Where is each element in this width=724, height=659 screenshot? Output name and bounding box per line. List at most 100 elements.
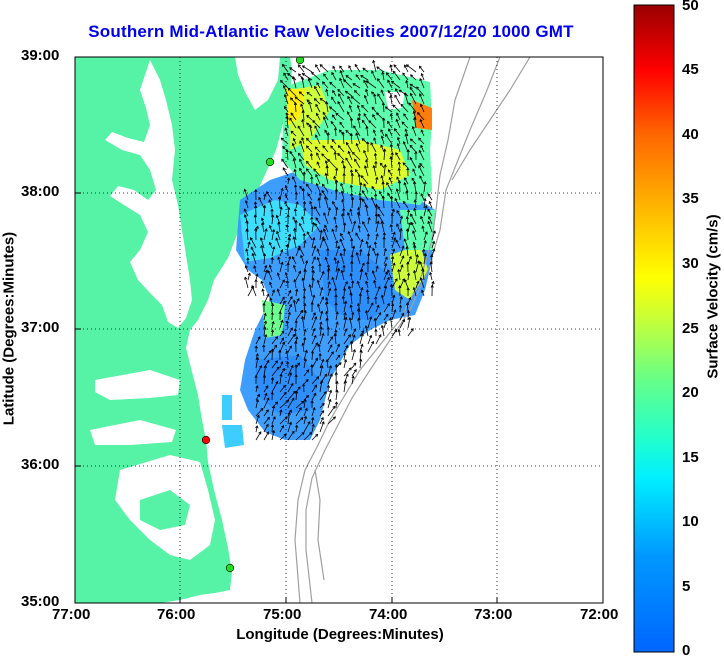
velocity-arrow (395, 239, 401, 249)
velocity-arrow (372, 114, 377, 121)
velocity-arrow (309, 124, 313, 137)
velocity-arrow-head (306, 137, 310, 141)
velocity-arrow (323, 73, 329, 81)
velocity-arrow (341, 213, 345, 225)
velocity-arrow (299, 140, 305, 153)
velocity-arrow-head (315, 173, 319, 178)
velocity-arrow-head (419, 162, 423, 167)
velocity-arrow-head (378, 312, 382, 316)
velocity-arrow (394, 198, 401, 209)
velocity-arrow-head (313, 245, 317, 249)
velocity-arrow-head (288, 255, 292, 260)
velocity-arrow-head (282, 146, 286, 150)
velocity-arrow-head (255, 225, 259, 229)
velocity-arrow (343, 301, 347, 313)
velocity-arrow (294, 96, 305, 105)
velocity-arrow (339, 78, 345, 89)
velocity-arrow-head (263, 364, 267, 369)
velocity-arrow-head (333, 216, 337, 220)
velocity-arrow-head (419, 118, 423, 123)
velocity-arrow (263, 194, 266, 201)
velocity-arrow (306, 115, 313, 121)
velocity-arrow-head (374, 160, 378, 164)
velocity-arrow-head (340, 269, 344, 273)
velocity-arrow-head (398, 304, 402, 308)
velocity-arrow-head (265, 385, 269, 389)
velocity-arrow-head (390, 195, 394, 199)
velocity-arrow-head (290, 364, 294, 368)
velocity-arrow-head (301, 431, 305, 436)
velocity-arrow-head (279, 409, 283, 413)
velocity-arrow-head (328, 398, 332, 403)
velocity-arrow-head (393, 236, 397, 241)
velocity-arrow (390, 64, 393, 73)
x-tick-label: 75:00 (263, 606, 302, 623)
velocity-arrow-head (278, 349, 282, 353)
velocity-arrow-head (408, 255, 412, 260)
velocity-arrow (386, 72, 393, 81)
velocity-arrow (391, 329, 398, 337)
velocity-arrow-head (331, 276, 335, 280)
velocity-arrow (327, 416, 336, 425)
velocity-arrow (322, 183, 329, 193)
velocity-arrow-head (300, 417, 304, 421)
velocity-arrow-head (284, 185, 288, 189)
velocity-arrow-head (369, 316, 373, 320)
velocity-arrow (407, 310, 409, 321)
velocity-arrow (407, 328, 414, 337)
velocity-arrow-head (303, 207, 307, 211)
velocity-arrow (399, 180, 401, 193)
velocity-arrow-head (363, 94, 367, 99)
velocity-arrow-head (245, 248, 249, 252)
velocity-arrow (279, 409, 282, 417)
velocity-arrow (319, 410, 325, 417)
velocity-arrow (326, 165, 329, 177)
velocity-arrow-head (321, 358, 325, 362)
velocity-arrow-head (392, 294, 396, 298)
velocity-arrow-head (276, 230, 280, 234)
velocity-arrow-head (306, 369, 310, 373)
velocity-arrow (351, 246, 355, 257)
velocity-arrow-head (276, 272, 280, 276)
velocity-arrow (319, 271, 325, 281)
velocity-arrow-head (303, 328, 307, 332)
velocity-arrow (263, 269, 268, 281)
velocity-arrow-head (268, 241, 272, 245)
velocity-arrow-head (386, 276, 390, 280)
velocity-arrow-head (300, 76, 304, 80)
velocity-arrow (313, 168, 321, 177)
velocity-arrow-head (403, 181, 407, 186)
velocity-arrow-head (318, 192, 322, 196)
velocity-arrow (382, 102, 385, 113)
velocity-arrow-head (312, 407, 316, 411)
velocity-arrow (341, 191, 345, 201)
velocity-arrow-head (326, 384, 331, 388)
velocity-arrow (315, 217, 321, 225)
velocity-arrow (263, 265, 267, 273)
velocity-arrow-head (349, 132, 353, 136)
velocity-arrow (365, 281, 369, 289)
velocity-arrow (287, 290, 291, 297)
velocity-arrow (289, 67, 297, 73)
velocity-arrow-head (294, 319, 298, 323)
velocity-arrow-head (360, 75, 364, 78)
velocity-arrow (317, 304, 321, 313)
velocity-arrow-head (396, 142, 400, 147)
velocity-arrow (295, 201, 298, 209)
velocity-arrow (405, 133, 409, 145)
velocity-arrow (406, 228, 409, 241)
velocity-arrow-head (298, 245, 302, 249)
velocity-arrow-head (295, 336, 299, 340)
velocity-arrow-head (288, 421, 292, 425)
velocity-arrow-head (290, 130, 294, 134)
velocity-arrow-head (322, 145, 326, 149)
velocity-arrow-head (307, 78, 311, 82)
velocity-arrow (399, 319, 405, 329)
velocity-arrow-head (322, 237, 326, 242)
velocity-arrow-head (262, 302, 266, 306)
velocity-arrow-head (375, 265, 379, 269)
velocity-arrow-head (321, 296, 325, 300)
velocity-arrow-head (270, 376, 275, 381)
velocity-arrow (295, 336, 298, 345)
velocity-arrow (383, 271, 388, 281)
